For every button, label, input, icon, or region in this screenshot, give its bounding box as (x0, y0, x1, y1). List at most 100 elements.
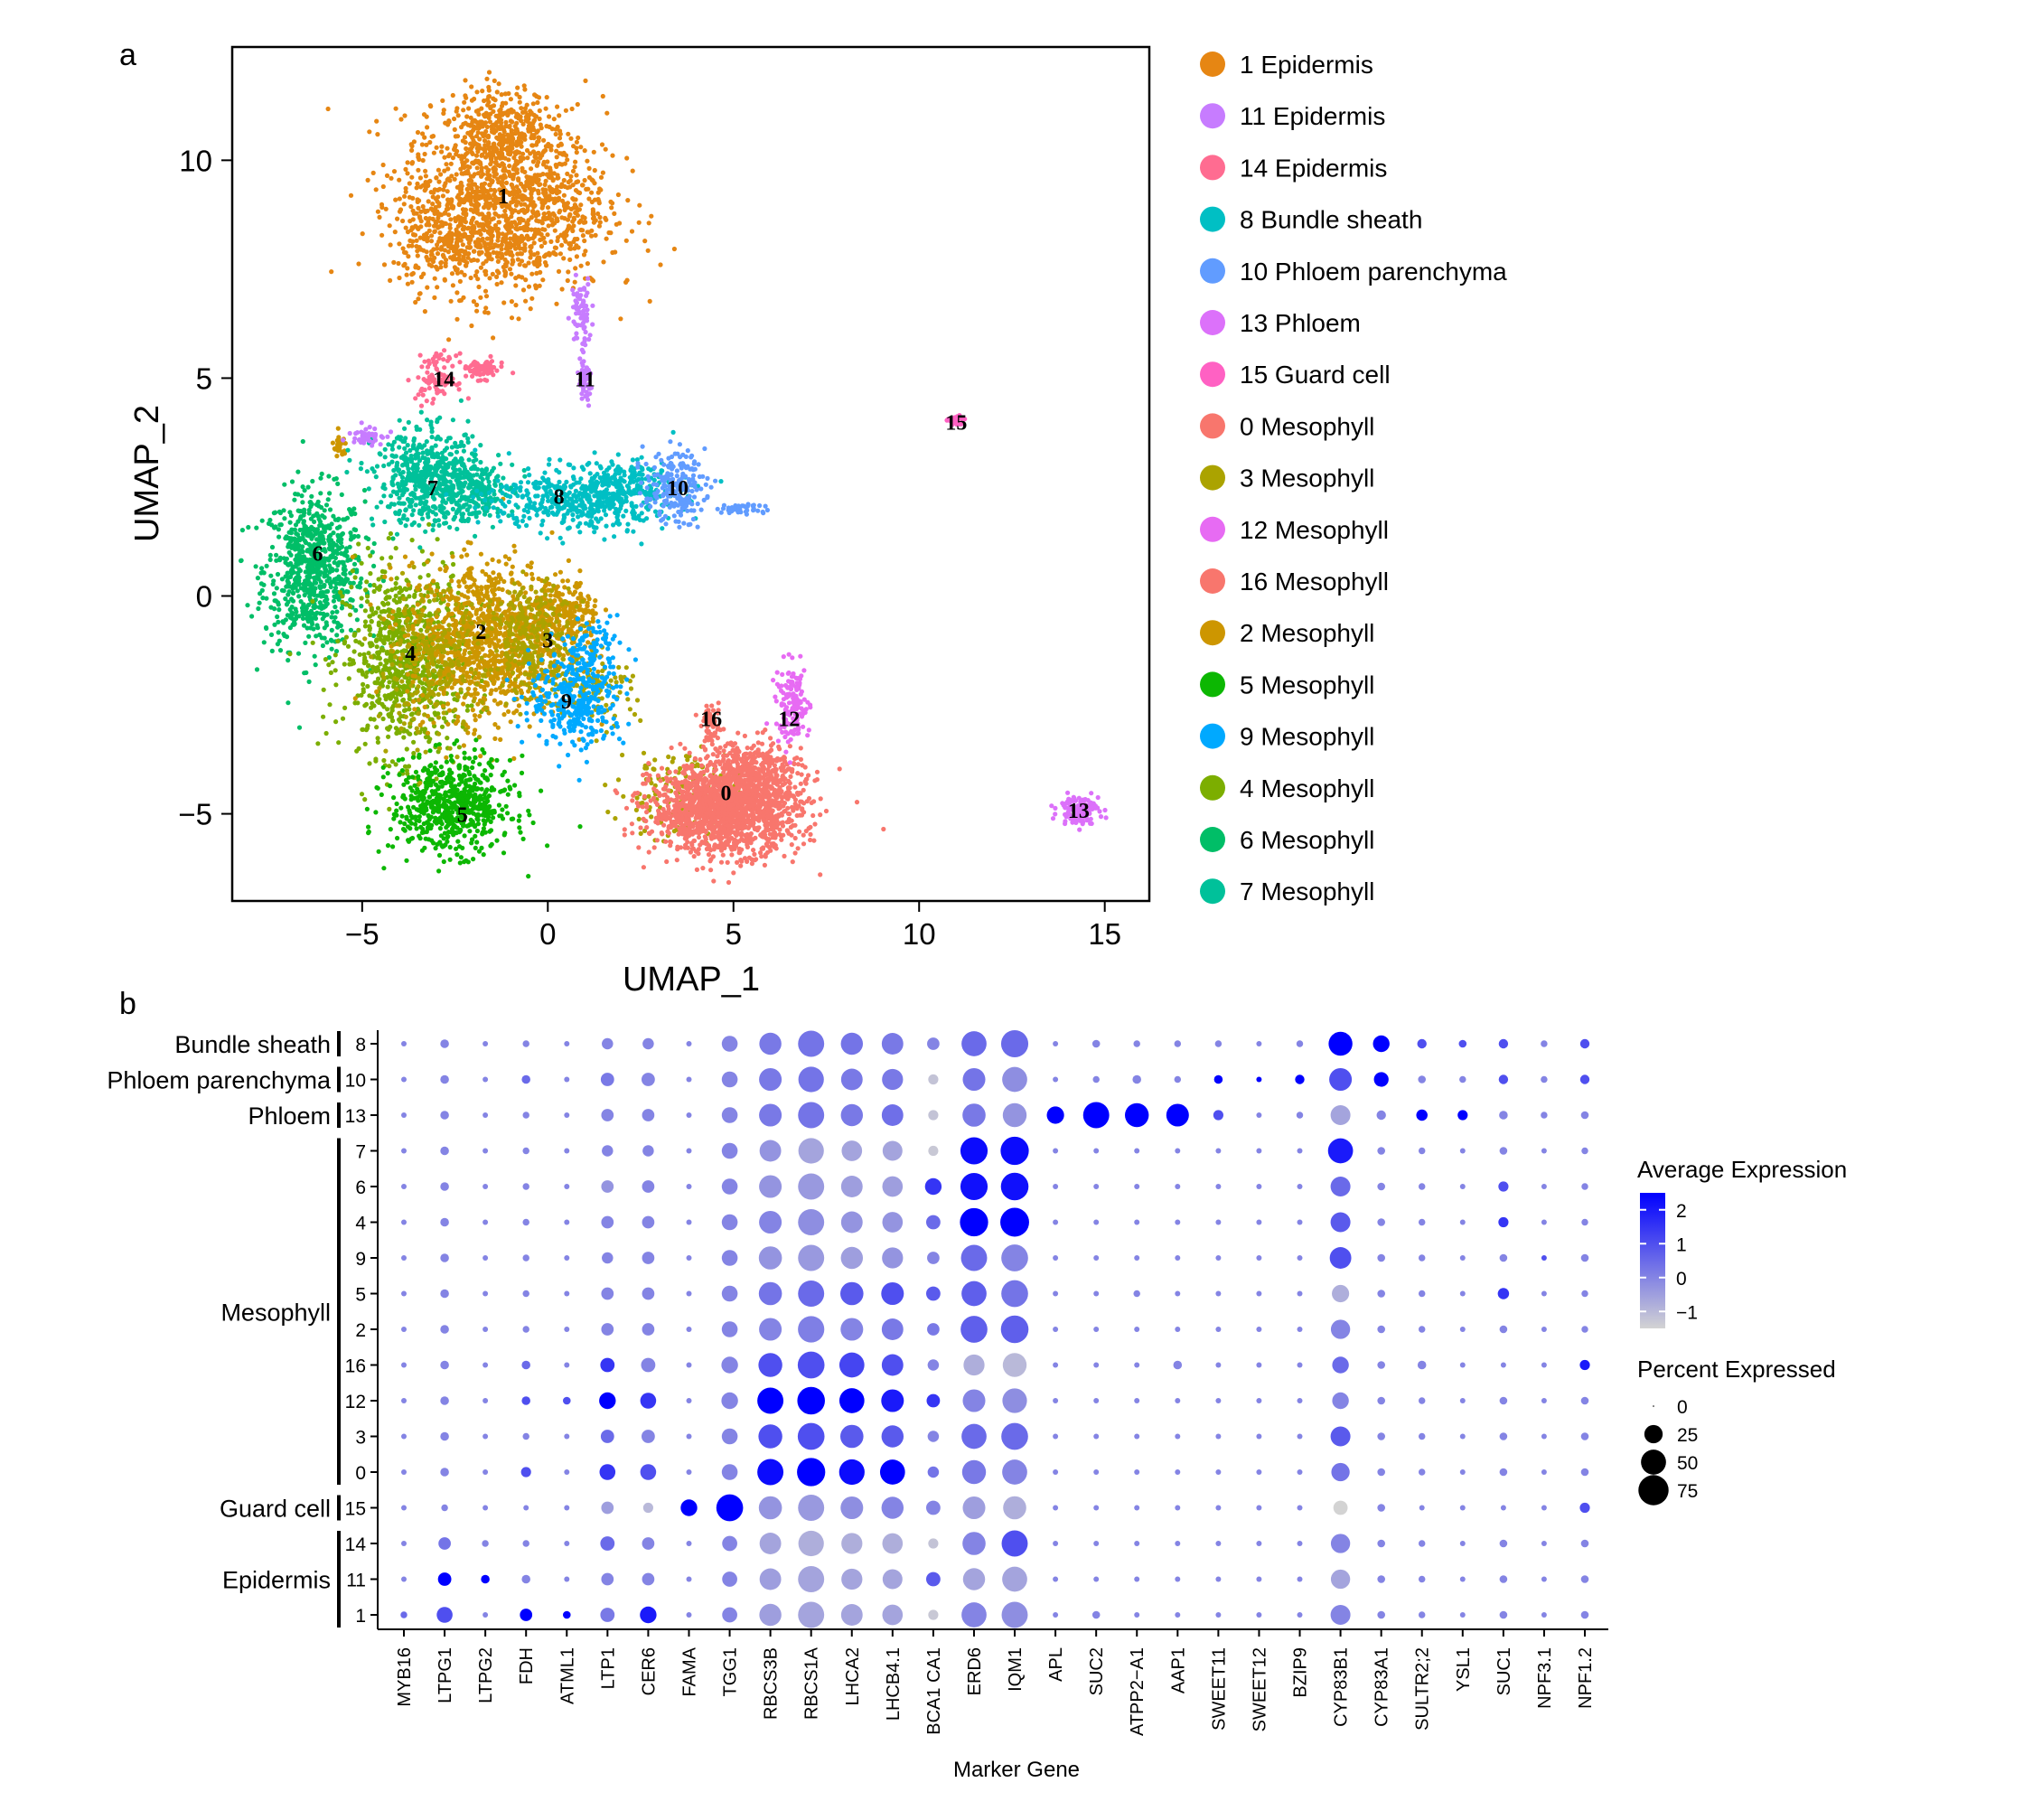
dot-mark (1053, 1219, 1059, 1225)
dot-mark (1175, 1612, 1181, 1618)
dot-mark (1215, 1469, 1222, 1475)
dot-mark (797, 1458, 826, 1487)
dot-mark (960, 1137, 988, 1165)
dot-mark (882, 1247, 904, 1269)
dot-plot-gene-label: APL (1046, 1647, 1066, 1682)
dot-mark (1003, 1496, 1026, 1520)
dot-mark (961, 1602, 987, 1628)
legend-label: 7 Mesophyll (1240, 877, 1374, 905)
dot-mark (1459, 1541, 1466, 1546)
umap-y-tick-label: 0 (196, 580, 212, 614)
dot-mark (797, 1351, 825, 1379)
dot-plot-gene-label: CER6 (639, 1647, 659, 1695)
dot-mark (926, 1286, 941, 1301)
dot-plot-row-label: 13 (345, 1106, 366, 1127)
dot-mark (1377, 1361, 1385, 1369)
dot-mark (1541, 1040, 1548, 1047)
legend-swatch (1200, 155, 1225, 181)
percent-expressed-legend: Percent Expressed 0 25 50 75 (1637, 1356, 1836, 1506)
average-expression-colorbar (1640, 1193, 1665, 1328)
legend-label: 6 Mesophyll (1240, 826, 1374, 854)
dot-mark (1053, 1362, 1059, 1368)
dot-mark (686, 1112, 692, 1118)
dot-mark (881, 1033, 904, 1055)
dot-mark (882, 1569, 903, 1590)
dot-mark (1134, 1612, 1140, 1618)
dot-plot-row-label: 5 (355, 1285, 366, 1306)
dot-mark (440, 1111, 449, 1120)
dot-mark (601, 1501, 614, 1515)
dot-mark (1418, 1432, 1426, 1440)
dot-mark (1457, 1110, 1468, 1121)
dot-mark (1215, 1184, 1222, 1189)
dot-mark (1213, 1110, 1223, 1121)
dot-mark (1499, 1468, 1508, 1477)
dot-mark (601, 1572, 614, 1586)
dot-mark (1215, 1433, 1222, 1440)
dot-mark (1215, 1576, 1222, 1582)
dot-mark (401, 1255, 407, 1261)
umap-cluster-label-11: 11 (575, 368, 595, 391)
size-legend-dot (1638, 1475, 1669, 1506)
dot-mark (928, 1609, 939, 1620)
dot-mark (798, 1209, 825, 1235)
umap-points (239, 70, 1109, 886)
dot-mark (1001, 1280, 1028, 1308)
legend-swatch (1200, 723, 1225, 749)
dot-mark (441, 1504, 448, 1512)
dot-mark (1053, 1327, 1059, 1332)
colorbar-tick-label: 0 (1676, 1269, 1687, 1290)
dot-mark (1000, 1136, 1029, 1166)
dot-mark (602, 1145, 614, 1157)
dot-mark (1053, 1433, 1059, 1440)
legend-swatch (1200, 310, 1225, 335)
dot-mark (721, 1250, 738, 1266)
legend-swatch (1200, 827, 1225, 852)
legend-swatch (1200, 568, 1225, 594)
legend-item-cluster-7: 7 Mesophyll (1200, 877, 1374, 905)
dot-mark (1174, 1040, 1182, 1047)
dot-plot-gene-label: SUC1 (1494, 1647, 1514, 1695)
group-label: Bundle sheath (174, 1031, 331, 1058)
size-legend-label: 50 (1677, 1453, 1698, 1474)
dot-mark (962, 1103, 986, 1127)
dot-mark (1175, 1255, 1181, 1261)
legend-swatch (1200, 258, 1225, 284)
dot-mark (1377, 1468, 1385, 1477)
dot-mark (1459, 1075, 1466, 1084)
panel-b-label: b (119, 987, 136, 1021)
dot-mark (401, 1148, 407, 1154)
dot-mark (1215, 1398, 1222, 1403)
umap-cluster-label-3: 3 (542, 630, 553, 653)
dot-plot-gene-label: BZIP9 (1291, 1647, 1311, 1698)
dot-mark (1459, 1255, 1466, 1261)
legend-label: 14 Epidermis (1240, 154, 1387, 182)
dot-mark (840, 1496, 864, 1520)
dot-mark (440, 1396, 449, 1405)
dot-mark (721, 1107, 738, 1123)
dot-mark (1093, 1469, 1100, 1475)
dot-plot-row-label: 11 (346, 1571, 366, 1591)
dot-mark (798, 1530, 824, 1557)
dot-mark (1053, 1184, 1059, 1189)
umap-cluster-10-points (635, 439, 771, 530)
dot-mark (1330, 1177, 1351, 1196)
dot-mark (1459, 1219, 1466, 1225)
dot-mark (1256, 1076, 1262, 1083)
dot-mark (1580, 1111, 1589, 1120)
umap-cluster-label-14: 14 (433, 368, 454, 391)
dot-mark (401, 1327, 407, 1332)
dot-mark (1377, 1218, 1385, 1226)
dot-mark (686, 1184, 692, 1189)
dot-mark (840, 1211, 863, 1234)
umap-x-tick-label: 10 (903, 917, 936, 951)
dot-mark (1093, 1148, 1100, 1154)
group-label: Mesophyll (220, 1299, 331, 1326)
dot-mark (1297, 1541, 1303, 1546)
legend-label: 0 Mesophyll (1240, 412, 1374, 440)
dot-mark (400, 1611, 408, 1618)
dot-mark (1581, 1290, 1588, 1298)
dot-mark (927, 1466, 940, 1478)
dot-mark (1541, 1362, 1547, 1368)
dot-plot-row-label: 10 (345, 1071, 366, 1092)
